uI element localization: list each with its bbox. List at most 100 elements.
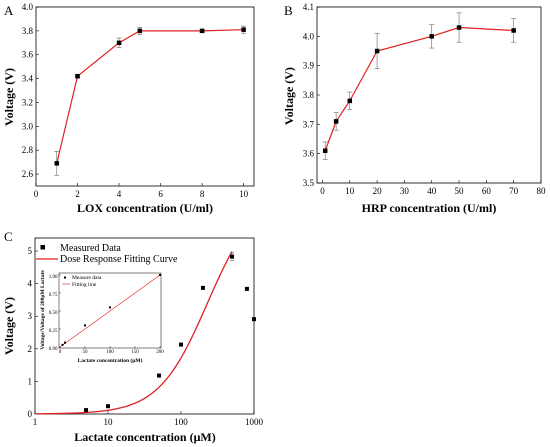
chart-b-x-tick-label: 20 bbox=[373, 186, 383, 196]
chart-a-x-axis: 0 2 4 6 8 10 bbox=[34, 183, 249, 199]
chart-c-xlabel: Lactate concentration (μM) bbox=[74, 430, 215, 444]
chart-c-inset: 0 50 100 150 200 0.00 0.25 0.50 0.75 1.00 Measur… bbox=[40, 270, 164, 364]
chart-b-y-tick-label: 4.1 bbox=[303, 2, 314, 12]
chart-b-y-axis: 3.5 3.6 3.7 3.8 3.9 4.0 4.1 bbox=[303, 2, 320, 188]
chart-a-y-axis: 2.6 2.8 3.0 3.2 3.4 3.6 3.8 4.0 bbox=[22, 2, 39, 179]
inset-x-tick-label: 50 bbox=[83, 350, 89, 355]
chart-a: 0 2 4 6 8 10 2.6 2.8 3.0 3.2 3.4 3.6 3.8 4.0 LOX con… bbox=[2, 2, 255, 215]
chart-b-ylabel: Voltage (V) bbox=[282, 67, 296, 125]
chart-b-x-tick-label: 70 bbox=[509, 186, 519, 196]
inset-x-axis: 0 50 100 150 200 bbox=[59, 346, 164, 355]
chart-c-y-tick-label: 1 bbox=[28, 376, 33, 386]
chart-c-x-tick-label: 100 bbox=[174, 417, 188, 427]
chart-a-data-point bbox=[137, 28, 143, 34]
chart-c-fit-curve bbox=[34, 251, 233, 415]
chart-a-y-tick-label: 3.8 bbox=[22, 26, 34, 36]
chart-b-xlabel: HRP concentration (U/ml) bbox=[362, 201, 497, 215]
inset-x-tick-label: 0 bbox=[59, 350, 62, 355]
chart-c-y-tick-label: 0 bbox=[28, 409, 33, 419]
chart-b: 0 10 20 30 40 50 60 70 80 3.53.63.73.83.94.04.1 … bbox=[282, 2, 546, 215]
panel-label-b: B bbox=[284, 3, 293, 18]
chart-c-frame bbox=[34, 237, 255, 415]
chart-a-y-tick-label: 3.0 bbox=[22, 121, 34, 131]
chart-a-series-line bbox=[56, 29, 244, 164]
inset-data-point bbox=[159, 274, 161, 276]
chart-b-frame bbox=[316, 6, 542, 184]
chart-a-y-tick-label: 4.0 bbox=[22, 2, 34, 12]
inset-x-tick-label: 150 bbox=[131, 350, 139, 355]
chart-a-data-point bbox=[116, 40, 122, 46]
inset-data-point bbox=[84, 324, 86, 327]
chart-c-data-point bbox=[252, 317, 256, 322]
chart-b-y-tick-label: 3.6 bbox=[303, 149, 315, 159]
chart-c-marks bbox=[34, 251, 256, 415]
chart-c-y-tick-label: 5 bbox=[28, 246, 33, 256]
chart-c-data-point bbox=[200, 285, 205, 290]
chart-a-marks bbox=[54, 25, 247, 176]
chart-b-data-point bbox=[456, 25, 462, 30]
chart-b-data-point bbox=[347, 98, 353, 104]
chart-b-x-tick-label: 10 bbox=[345, 186, 355, 196]
inset-data-point bbox=[109, 306, 111, 309]
chart-b-x-tick-label: 0 bbox=[320, 186, 325, 196]
chart-a-data-point bbox=[54, 161, 60, 166]
inset-legend-fit: Fitting line bbox=[72, 282, 97, 288]
inset-x-tick-label: 100 bbox=[106, 350, 114, 355]
chart-a-y-tick-label: 3.4 bbox=[22, 74, 34, 84]
chart-b-y-tick-label: 3.8 bbox=[303, 90, 315, 100]
chart-a-data-point bbox=[241, 27, 246, 32]
chart-a-x-tick-label: 4 bbox=[117, 189, 122, 199]
chart-a-y-tick-label: 3.2 bbox=[22, 97, 33, 107]
chart-b-data-point bbox=[374, 48, 380, 54]
chart-a-y-tick-label: 3.6 bbox=[22, 50, 34, 60]
inset-y-tick-label: 0.00 bbox=[49, 347, 58, 352]
chart-a-data-point bbox=[75, 73, 80, 79]
chart-b-y-tick-label: 4.0 bbox=[303, 31, 315, 41]
chart-a-y-tick-label: 2.8 bbox=[22, 145, 34, 155]
chart-c-data-point bbox=[244, 286, 249, 291]
chart-a-x-tick-label: 10 bbox=[239, 189, 249, 199]
chart-c-data-point bbox=[157, 373, 162, 378]
chart-a-y-tick-label: 2.6 bbox=[22, 169, 34, 179]
chart-a-x-tick-label: 8 bbox=[200, 189, 205, 199]
chart-b-marks bbox=[322, 12, 517, 160]
chart-a-x-tick-label: 0 bbox=[34, 189, 39, 199]
chart-c-data-point bbox=[230, 254, 235, 259]
chart-b-x-tick-label: 50 bbox=[455, 186, 465, 196]
chart-a-ylabel: Voltage (V) bbox=[2, 68, 16, 126]
chart-b-x-tick-label: 40 bbox=[427, 186, 437, 196]
chart-a-data-point bbox=[199, 28, 205, 34]
chart-b-x-tick-label: 60 bbox=[482, 186, 492, 196]
inset-fit-line bbox=[59, 274, 161, 348]
inset-y-tick-label: 0.25 bbox=[49, 329, 58, 334]
chart-c-ylabel: Voltage (V) bbox=[2, 297, 16, 355]
chart-c-data-point bbox=[106, 404, 110, 409]
chart-b-x-tick-label: 30 bbox=[400, 186, 410, 196]
chart-c-legend: Measured Data Dose Response Fitting Curv… bbox=[36, 243, 178, 265]
chart-c-data-point bbox=[84, 408, 89, 413]
inset-data-point bbox=[64, 341, 66, 344]
chart-b-data-point bbox=[511, 28, 516, 33]
inset-marks bbox=[59, 274, 161, 348]
chart-b-data-point bbox=[322, 148, 328, 153]
inset-data-point bbox=[61, 343, 64, 346]
chart-b-x-axis: 0 10 20 30 40 50 60 70 80 bbox=[320, 180, 546, 196]
legend-marker-square bbox=[40, 245, 45, 250]
chart-c-x-tick-label: 10 bbox=[104, 417, 114, 427]
inset-y-axis: 0.00 0.25 0.50 0.75 1.00 bbox=[49, 274, 61, 352]
chart-c-x-tick-label: 1000 bbox=[245, 417, 264, 427]
chart-b-data-point bbox=[429, 34, 434, 39]
inset-y-tick-label: 1.00 bbox=[49, 275, 58, 280]
inset-x-tick-label: 200 bbox=[156, 350, 164, 355]
panel-label-c: C bbox=[4, 229, 13, 244]
chart-a-x-tick-label: 2 bbox=[75, 189, 80, 199]
chart-b-series-line bbox=[324, 26, 514, 151]
inset-ylabel: Voltage/Voltage of 200μM Lactate bbox=[40, 270, 46, 350]
chart-c-y-tick-label: 4 bbox=[28, 279, 33, 289]
chart-b-y-tick-label: 3.9 bbox=[303, 61, 315, 71]
chart-c-x-axis: 1 10 100 1000 bbox=[33, 411, 264, 427]
chart-c-data-point bbox=[179, 342, 183, 347]
panel-label-a: A bbox=[4, 3, 14, 18]
